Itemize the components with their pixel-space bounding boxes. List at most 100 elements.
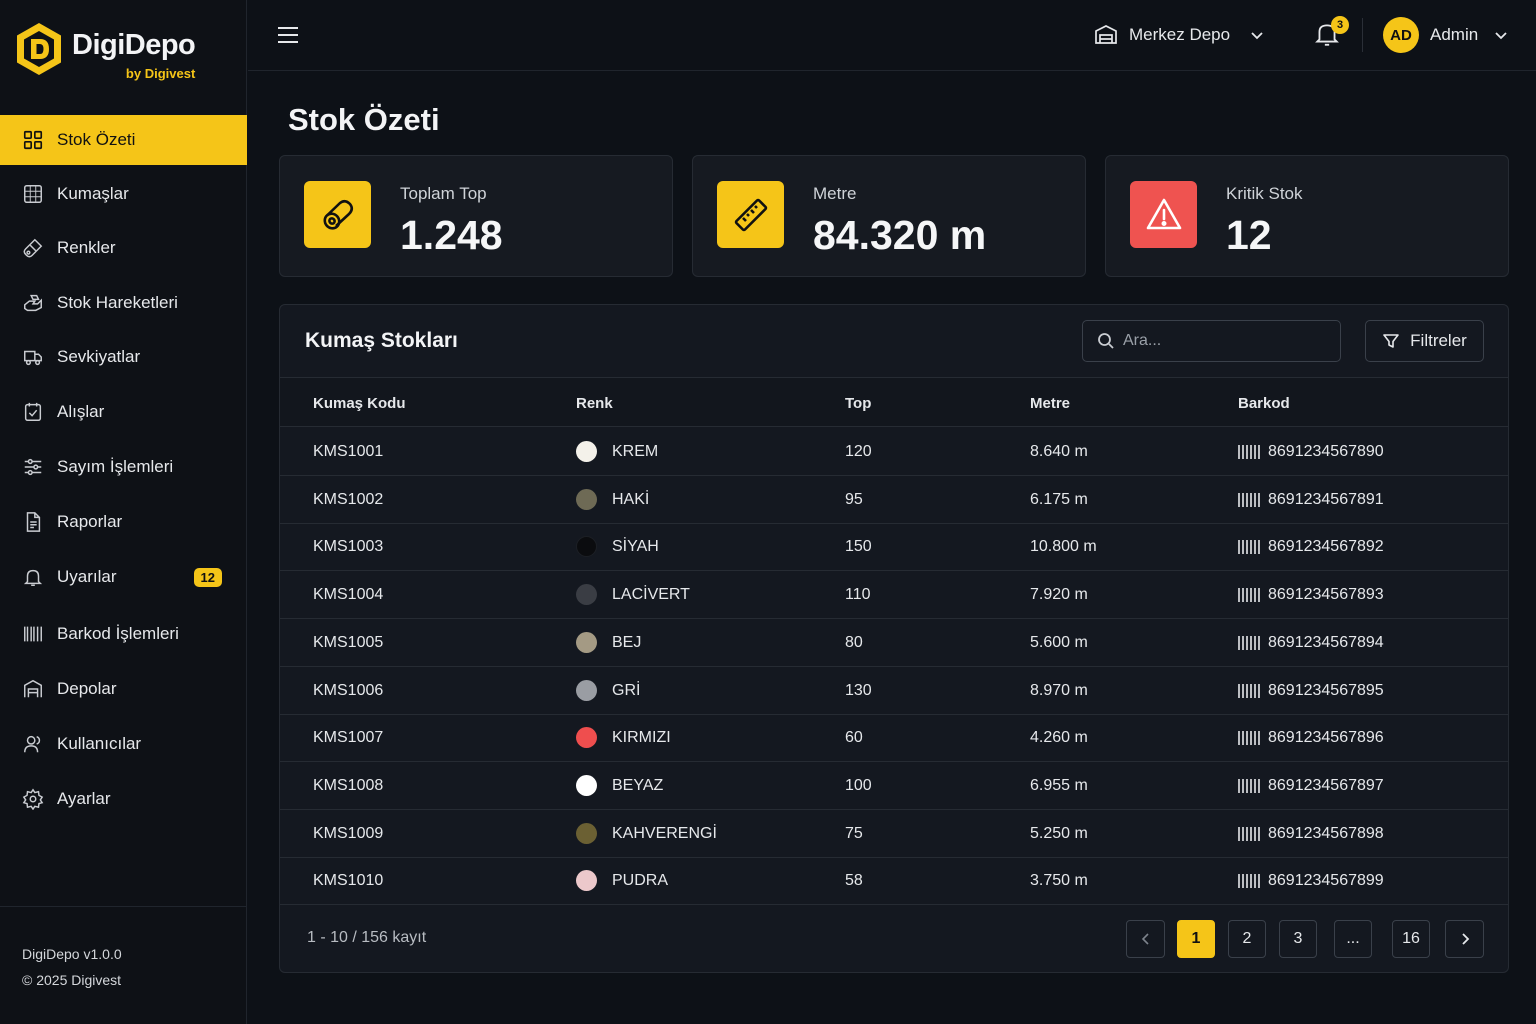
user-menu[interactable]: AD Admin (1383, 17, 1509, 53)
pagination-page-2[interactable]: 2 (1228, 920, 1266, 958)
sidebar-item-label: Alışlar (57, 402, 105, 421)
cell-top: 150 (845, 538, 872, 556)
pagination-info: 1 - 10 / 156 kayıt (307, 929, 427, 946)
cell-metre: 7.920 m (1030, 586, 1088, 604)
stat-value: 12 (1226, 212, 1272, 258)
search-box[interactable] (1082, 320, 1341, 362)
barcode-icon (1238, 540, 1260, 555)
sidebar-item-label: Renkler (57, 238, 116, 257)
table-row[interactable]: KMS1009 KAHVERENGİ 75 5.250 m 8691234567898 (280, 810, 1508, 858)
pagination-page-1[interactable]: 1 (1177, 920, 1215, 958)
sidebar-item-kullanicilar[interactable]: Kullanıcılar (0, 719, 247, 769)
cell-color: GRİ (612, 681, 641, 699)
pagination-next-button[interactable] (1445, 920, 1484, 958)
fabric-roll-icon (322, 199, 353, 230)
color-swatch (576, 679, 597, 701)
sidebar-item-uyarilar[interactable]: Uyarılar 12 (0, 552, 247, 602)
pagination-prev-button[interactable] (1126, 920, 1165, 958)
color-swatch (576, 536, 597, 558)
stat-icon-box (1130, 181, 1197, 248)
column-header[interactable]: Top (845, 395, 872, 412)
warehouse-selector[interactable]: Merkez Depo (1094, 20, 1265, 50)
table-row[interactable]: KMS1005 BEJ 80 5.600 m 8691234567894 (280, 619, 1508, 667)
topbar: Merkez Depo 3 AD Admin (248, 0, 1536, 71)
cell-color: KREM (612, 443, 659, 460)
warehouse-icon (1095, 25, 1117, 44)
table-row[interactable]: KMS1003 SİYAH 150 10.800 m 8691234567892 (280, 523, 1508, 572)
sidebar-item-label: Stok Hareketleri (57, 293, 178, 312)
hamburger-menu-icon[interactable] (276, 24, 300, 46)
cell-code: KMS1003 (313, 538, 384, 556)
warehouse-name: Merkez Depo (1129, 25, 1231, 44)
barcode-icon (24, 626, 42, 642)
sidebar-item-label: Ayarlar (57, 789, 111, 808)
brand-logo[interactable]: DigiDepo by Digivest (16, 22, 196, 81)
sidebar-item-stok-hareketleri[interactable]: Stok Hareketleri (0, 278, 247, 328)
barcode-icon (1238, 635, 1260, 650)
sidebar-item-alislar[interactable]: Alışlar (0, 387, 247, 437)
table-row[interactable]: KMS1007 KIRMIZI 60 4.260 m 8691234567896 (280, 714, 1508, 763)
sidebar-item-sevkiyatlar[interactable]: Sevkiyatlar (0, 332, 247, 382)
sidebar-item-stok-ozeti[interactable]: Stok Özeti (0, 115, 247, 165)
table-row[interactable]: KMS1002 HAKİ 95 6.175 m 8691234567891 (280, 476, 1508, 524)
barcode-icon (1238, 588, 1260, 603)
pagination-page-3[interactable]: 3 (1279, 920, 1317, 958)
sidebar-item-label: Sevkiyatlar (57, 347, 141, 366)
cell-color: BEYAZ (612, 776, 664, 794)
sidebar-footer: DigiDepo v1.0.0 © 2025 Digivest (0, 906, 247, 993)
fabric-icon (24, 185, 42, 203)
column-header[interactable]: Barkod (1238, 395, 1290, 412)
sidebar-item-sayim-islemleri[interactable]: Sayım İşlemleri (0, 442, 247, 492)
search-input[interactable] (1123, 332, 1323, 350)
stat-icon-box (304, 181, 371, 248)
table-row[interactable]: KMS1008 BEYAZ 100 6.955 m 8691234567897 (280, 762, 1508, 810)
report-icon (26, 512, 41, 532)
pagination-page-16[interactable]: 16 (1392, 920, 1430, 958)
table-row[interactable]: KMS1006 GRİ 130 8.970 m 8691234567895 (280, 667, 1508, 715)
sidebar-item-ayarlar[interactable]: Ayarlar (0, 774, 247, 824)
chevron-left-icon (1141, 933, 1149, 945)
table-row[interactable]: KMS1004 LACİVERT 110 7.920 m 8691234567893 (280, 571, 1508, 620)
cell-metre: 6.175 m (1030, 490, 1088, 508)
cell-code: KMS1009 (313, 824, 384, 842)
table-row[interactable]: KMS1010 PUDRA 58 3.750 m 8691234567899 (280, 857, 1508, 906)
filter-label: Filtreler (1410, 331, 1467, 350)
cell-color: LACİVERT (612, 586, 690, 604)
sidebar-item-label: Raporlar (57, 512, 123, 531)
column-header[interactable]: Kumaş Kodu (313, 395, 406, 412)
cell-metre: 10.800 m (1030, 538, 1097, 556)
column-header[interactable]: Metre (1030, 395, 1071, 412)
sidebar-item-depolar[interactable]: Depolar (0, 664, 247, 714)
cell-top: 110 (845, 586, 871, 604)
topbar-divider (1362, 18, 1363, 52)
cell-metre: 8.640 m (1030, 443, 1088, 460)
brand-by: by Digivest (125, 66, 196, 81)
cell-code: KMS1001 (313, 443, 384, 460)
filter-button[interactable]: Filtreler (1365, 320, 1484, 362)
table-row[interactable]: KMS1001 KREM 120 8.640 m 8691234567890 (280, 428, 1508, 476)
cell-barcode: 8691234567894 (1268, 633, 1384, 651)
column-header[interactable]: Renk (576, 395, 613, 412)
sidebar-item-barkod-islemleri[interactable]: Barkod İşlemleri (0, 609, 247, 659)
sidebar-item-raporlar[interactable]: Raporlar (0, 497, 247, 547)
sidebar-item-renkler[interactable]: Renkler (0, 223, 247, 273)
cell-barcode: 8691234567893 (1268, 586, 1384, 604)
cell-barcode: 8691234567892 (1268, 538, 1384, 556)
table-header: Kumaş Kodu Renk Top Metre Barkod (280, 377, 1508, 427)
color-swatch (576, 441, 597, 462)
cell-code: KMS1004 (313, 586, 384, 604)
barcode-icon (1238, 492, 1260, 507)
sidebar-item-label: Kumaşlar (57, 184, 129, 203)
sidebar-item-label: Kullanıcılar (57, 734, 142, 753)
chevron-down-icon (1251, 32, 1263, 40)
barcode-icon (1238, 683, 1260, 698)
layers-icon (24, 458, 42, 476)
color-swatch (576, 488, 597, 510)
page-title: Stok Özeti (288, 102, 440, 137)
gear-icon (22, 788, 44, 810)
stat-card-toplam-top: Toplam Top 1.248 (279, 155, 673, 277)
sidebar-item-kumaslar[interactable]: Kumaşlar (0, 169, 247, 219)
bell-icon (23, 569, 43, 586)
cell-metre: 6.955 m (1030, 776, 1088, 794)
filter-icon (1383, 334, 1399, 348)
